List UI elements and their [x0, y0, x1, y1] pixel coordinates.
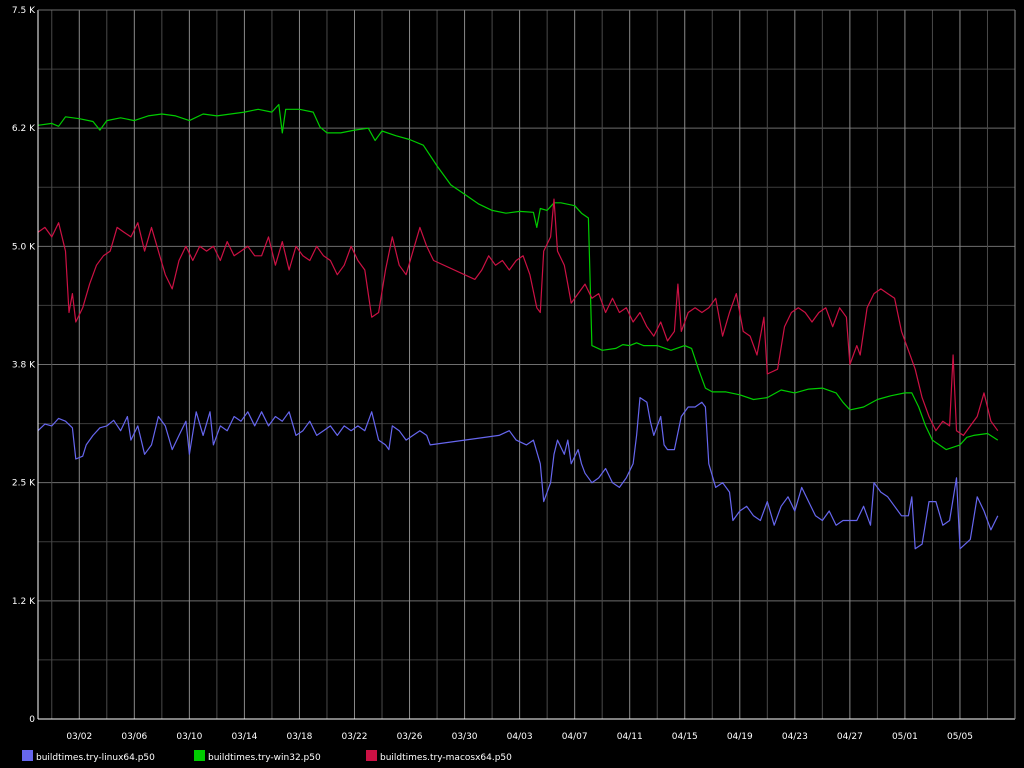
y-tick-label: 0 [29, 715, 35, 725]
y-tick-label: 2.5 K [12, 479, 36, 489]
series-layer [37, 103, 999, 550]
x-tick-label: 04/11 [617, 732, 643, 742]
x-tick-label: 03/30 [452, 732, 478, 742]
x-tick-label: 05/05 [947, 732, 973, 742]
legend: buildtimes.try-linux64.p50 buildtimes.try… [22, 750, 512, 763]
x-tick-label: 04/19 [727, 732, 753, 742]
series-line-1 [37, 397, 999, 550]
x-tick-label: 03/06 [121, 732, 147, 742]
x-tick-label: 05/01 [892, 732, 918, 742]
x-tick-label: 04/07 [562, 732, 588, 742]
y-tick-label: 3.8 K [12, 361, 36, 371]
legend-label-1: buildtimes.try-linux64.p50 [36, 753, 155, 763]
y-tick-label: 7.5 K [12, 6, 36, 16]
x-tick-label: 04/27 [837, 732, 863, 742]
series-line-2 [37, 103, 999, 451]
series-line-3 [37, 198, 999, 436]
x-tick-label: 03/18 [286, 732, 312, 742]
y-tick-label: 6.2 K [12, 124, 36, 134]
y-tick-label: 5.0 K [12, 242, 36, 252]
x-tick-label: 04/15 [672, 732, 698, 742]
x-tick-label: 03/22 [342, 732, 368, 742]
x-tick-label: 03/26 [397, 732, 423, 742]
x-tick-label: 04/03 [507, 732, 533, 742]
x-tick-label: 04/23 [782, 732, 808, 742]
legend-swatch-3 [366, 750, 377, 761]
legend-label-3: buildtimes.try-macosx64.p50 [380, 753, 512, 763]
legend-swatch-1 [22, 750, 33, 761]
axes: 0 1.2 K 2.5 K 3.8 K 5.0 K 6.2 K 7.5 K 03/02 03/0… [12, 6, 1016, 742]
y-tick-label: 1.2 K [12, 597, 36, 607]
legend-label-2: buildtimes.try-win32.p50 [208, 753, 321, 763]
grid [38, 9, 1015, 720]
x-tick-label: 03/14 [231, 732, 257, 742]
x-tick-label: 03/10 [176, 732, 202, 742]
legend-swatch-2 [194, 750, 205, 761]
x-tick-label: 03/02 [66, 732, 92, 742]
